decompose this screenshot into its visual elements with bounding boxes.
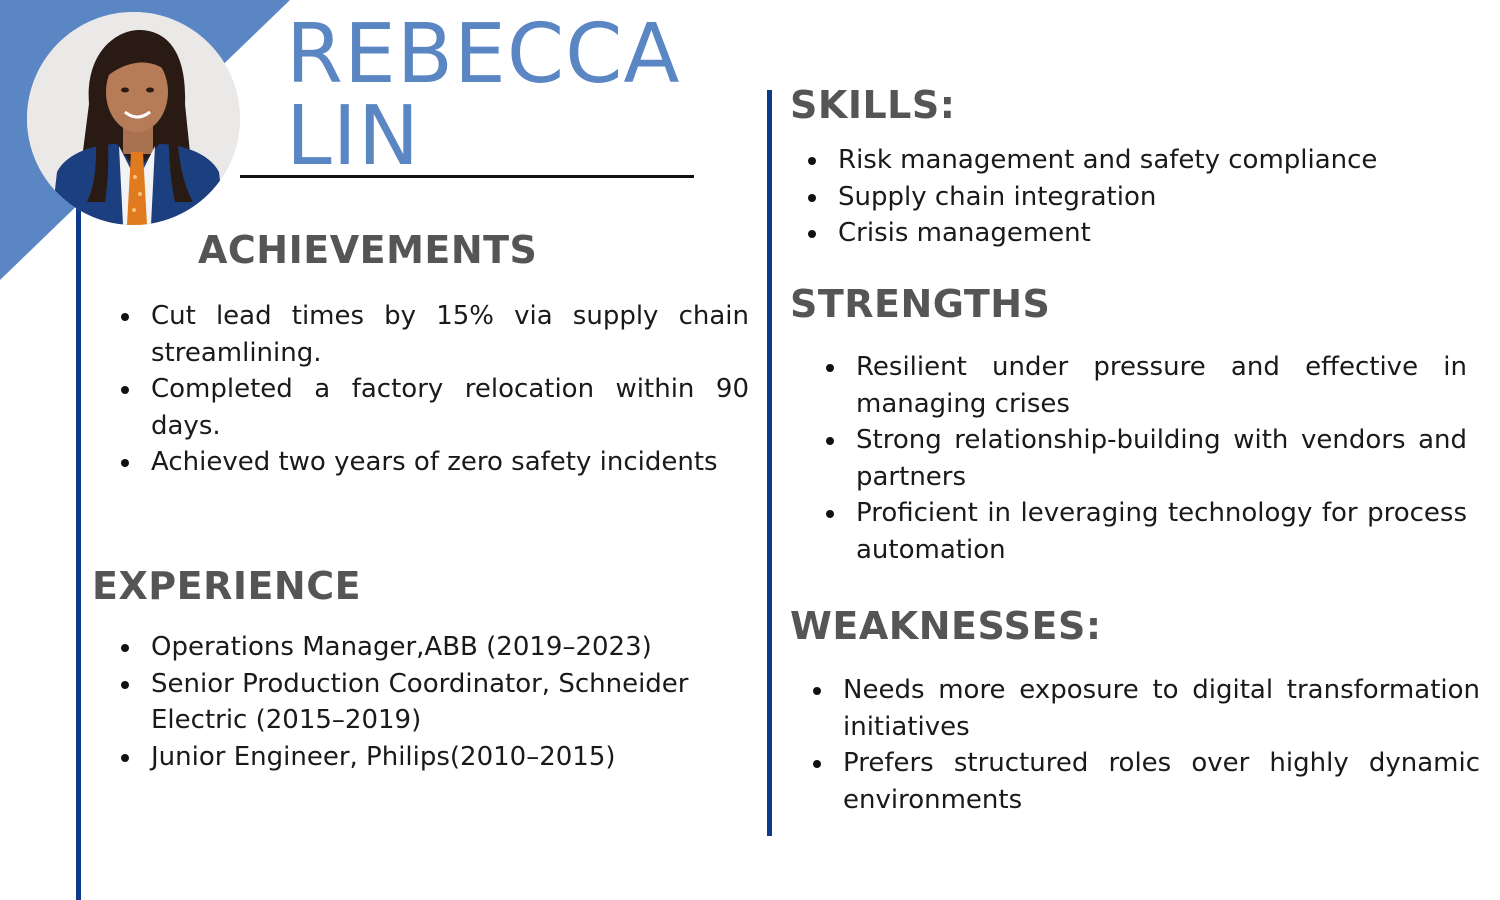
list-item: Senior Production Coordinator, Schneider…: [151, 666, 761, 739]
center-vertical-rule: [767, 90, 772, 836]
list-item: Cut lead times by 15% via supply chain s…: [151, 298, 749, 371]
strengths-heading: STRENGTHS: [790, 285, 1050, 323]
skills-list: Risk management and safety compliance Su…: [838, 142, 1478, 252]
list-item: Crisis management: [838, 215, 1478, 252]
list-item: Operations Manager,ABB (2019–2023): [151, 629, 761, 666]
first-name: REBECCA: [286, 14, 680, 96]
list-item: Prefers structured roles over highly dyn…: [843, 745, 1480, 818]
list-item: Resilient under pressure and effective i…: [856, 349, 1467, 422]
achievements-list: Cut lead times by 15% via supply chain s…: [151, 298, 749, 481]
last-name: LIN: [286, 96, 420, 178]
weaknesses-list: Needs more exposure to digital transform…: [843, 672, 1480, 818]
achievements-heading: ACHIEVEMENTS: [198, 231, 537, 269]
skills-heading: SKILLS:: [790, 86, 955, 124]
experience-heading: EXPERIENCE: [92, 567, 361, 605]
list-item: Needs more exposure to digital transform…: [843, 672, 1480, 745]
list-item: Completed a factory relocation within 90…: [151, 371, 749, 444]
weaknesses-heading: WEAKNESSES:: [790, 607, 1102, 645]
list-item: Risk management and safety compliance: [838, 142, 1478, 179]
person-portrait-icon: [27, 12, 240, 225]
left-vertical-rule: [76, 200, 81, 900]
list-item: Junior Engineer, Philips(2010–2015): [151, 739, 761, 776]
list-item: Supply chain integration: [838, 179, 1478, 216]
list-item: Strong relationship-building with vendor…: [856, 422, 1467, 495]
list-item: Achieved two years of zero safety incide…: [151, 444, 749, 481]
strengths-list: Resilient under pressure and effective i…: [856, 349, 1467, 568]
name-underline: [240, 175, 694, 178]
profile-photo: [27, 12, 240, 225]
list-item: Proficient in leveraging technology for …: [856, 495, 1467, 568]
experience-list: Operations Manager,ABB (2019–2023) Senio…: [151, 629, 761, 775]
